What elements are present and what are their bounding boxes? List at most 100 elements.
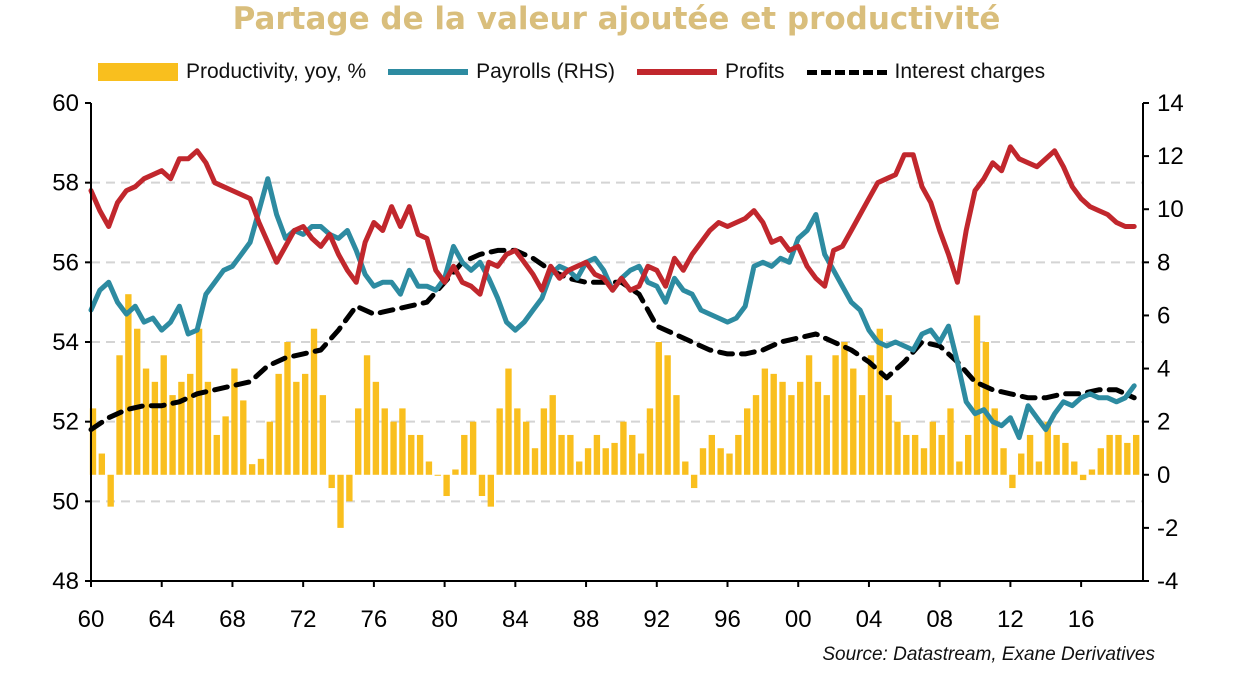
productivity-bar: [328, 474, 335, 489]
chart-title: Partage de la valeur ajoutée et producti…: [232, 1, 1001, 37]
legend-label-interest: Interest charges: [894, 60, 1046, 83]
productivity-bar: [505, 368, 512, 475]
productivity-bar: [337, 474, 344, 528]
x-tick-label: 72: [290, 606, 317, 633]
right-tick-label: 10: [1157, 196, 1184, 223]
productivity-bar: [956, 461, 963, 475]
productivity-bar: [708, 434, 716, 475]
productivity-bar: [965, 434, 972, 475]
productivity-bar: [593, 434, 601, 475]
x-tick-label: 88: [573, 606, 600, 633]
legend-swatch-payrolls: [388, 69, 469, 75]
productivity-bar: [540, 408, 548, 475]
productivity-bar: [1035, 461, 1043, 475]
x-tick-label: 76: [361, 606, 388, 633]
x-tick-label: 00: [785, 606, 812, 633]
productivity-bar: [107, 474, 114, 507]
x-tick-label: 96: [714, 606, 741, 633]
productivity-bar: [1018, 453, 1025, 475]
right-tick-label: -2: [1157, 515, 1178, 542]
x-tick-label: 04: [856, 606, 883, 633]
productivity-bar: [549, 395, 556, 475]
x-tick-label: 80: [431, 606, 458, 633]
productivity-bar: [301, 373, 309, 475]
productivity-bar: [160, 355, 167, 475]
x-tick-label: 60: [78, 606, 105, 633]
legend-label-productivity: Productivity, yoy, %: [186, 60, 367, 83]
productivity-bar: [761, 368, 769, 475]
productivity-bar: [275, 373, 282, 475]
x-tick-label: 08: [926, 606, 953, 633]
productivity-bar: [293, 381, 300, 475]
productivity-bar: [576, 461, 583, 475]
right-tick-label: 8: [1157, 249, 1170, 276]
right-tick-label: 0: [1157, 462, 1170, 489]
profits-line: [88, 144, 1137, 297]
productivity-bar: [655, 342, 662, 475]
productivity-bar: [797, 381, 804, 475]
productivity-bar: [284, 342, 291, 475]
productivity-bar: [558, 434, 565, 475]
productivity-bar: [1053, 434, 1060, 475]
left-tick-label: 48: [52, 568, 79, 595]
productivity-bar: [1088, 469, 1096, 475]
x-tick-label: 16: [1068, 606, 1095, 633]
right-tick-label: 12: [1157, 143, 1184, 170]
productivity-bar: [213, 434, 220, 475]
left-tick-label: 50: [52, 488, 79, 515]
productivity-bar: [823, 395, 830, 475]
productivity-bar: [487, 474, 494, 507]
productivity-bar: [443, 474, 450, 497]
productivity-bar: [717, 448, 724, 475]
productivity-bar: [1132, 434, 1140, 475]
productivity-bar: [363, 355, 371, 475]
productivity-bar: [867, 355, 875, 475]
productivity-bar: [496, 408, 503, 475]
productivity-bar: [629, 434, 636, 475]
productivity-bar: [355, 408, 362, 475]
x-tick-label: 92: [643, 606, 670, 633]
productivity-bar: [531, 448, 539, 475]
chart-legend: Productivity, yoy, % Payrolls (RHS) Prof…: [98, 58, 1045, 86]
productivity-bar: [903, 434, 910, 475]
productivity-bar: [1097, 448, 1104, 475]
productivity-bar: [231, 368, 238, 475]
productivity-bar: [240, 400, 247, 475]
left-tick-label: 54: [52, 329, 79, 356]
productivity-bar: [690, 474, 698, 489]
productivity-bar: [646, 408, 654, 475]
legend-swatch-profits: [636, 69, 717, 75]
left-tick-label: 60: [52, 90, 79, 117]
productivity-bar: [310, 328, 318, 475]
legend-swatch-interest: [806, 69, 887, 75]
right-tick-label: -4: [1157, 568, 1178, 595]
productivity-bar: [319, 395, 327, 475]
productivity-bar: [266, 421, 273, 475]
productivity-bar: [1106, 434, 1113, 475]
productivity-bar: [929, 421, 937, 475]
productivity-bar: [461, 434, 468, 475]
productivity-bar: [178, 381, 185, 475]
productivity-bar: [514, 408, 521, 475]
productivity-bar: [195, 328, 203, 475]
left-tick-label: 56: [52, 249, 79, 276]
productivity-bar: [744, 408, 751, 475]
x-tick-label: 64: [148, 606, 175, 633]
productivity-bar: [434, 474, 441, 476]
productivity-bar: [973, 315, 981, 475]
productivity-bar: [947, 408, 954, 475]
legend-swatch-productivity: [98, 63, 178, 81]
productivity-bar: [805, 355, 813, 475]
productivity-bar: [584, 448, 592, 475]
productivity-bar: [416, 434, 424, 475]
productivity-bar: [204, 381, 212, 475]
productivity-bar: [1115, 434, 1122, 475]
productivity-bar: [611, 442, 618, 475]
interest-charges-line: [88, 247, 1137, 433]
productivity-bar: [522, 421, 530, 475]
productivity-bar: [1000, 448, 1007, 475]
productivity-bar: [876, 328, 883, 475]
productivity-bar: [752, 395, 760, 475]
productivity-bar: [1044, 421, 1051, 475]
